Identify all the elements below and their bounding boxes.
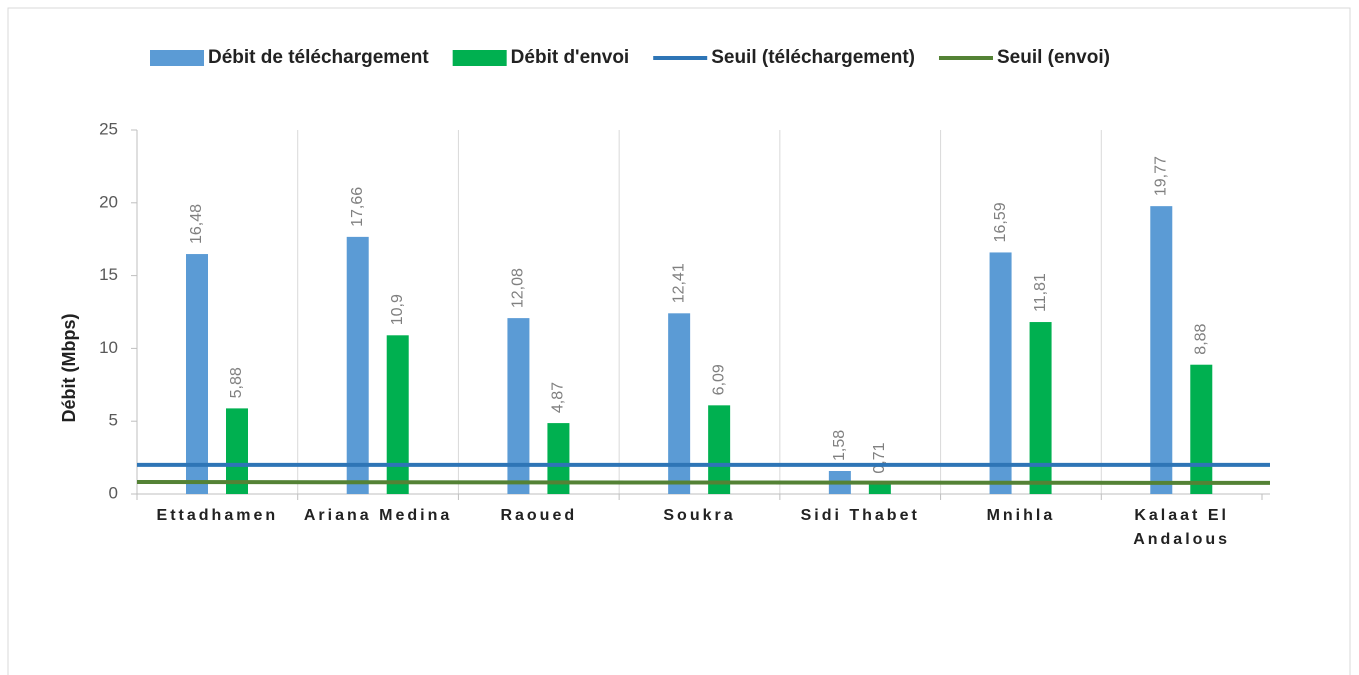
bar [507,318,530,494]
bar [226,408,248,494]
bar [346,236,369,494]
y-tick-label: 0 [109,483,118,502]
bar [386,335,409,494]
bar [1029,322,1052,494]
bar [1190,364,1213,494]
data-label: 1,58 [831,430,848,461]
data-label: 8,88 [1193,323,1210,354]
x-tick-label: Sidi Thabet [800,507,920,524]
data-label: 16,59 [992,202,1009,242]
bar [668,313,691,494]
data-label: 4,87 [550,382,567,413]
x-tick-label: Mnihla [986,507,1056,524]
bar [708,405,731,494]
x-tick-label: Ettadhamen [156,507,279,524]
legend-label: Débit d'envoi [511,47,630,68]
data-label: 11,81 [1032,273,1049,312]
legend-label: Seuil (envoi) [997,47,1110,68]
legend-label: Débit de téléchargement [208,47,429,68]
x-tick-label: Kalaat El Andalous [1133,507,1231,548]
data-label: 12,08 [510,268,527,308]
bar [868,483,891,494]
data-label: 12,41 [670,263,687,303]
data-label: 16,48 [188,204,205,244]
legend-swatch [452,50,507,66]
y-tick-label: 5 [109,411,118,430]
y-tick-label: 25 [99,119,118,138]
data-label: 10,9 [389,294,406,325]
y-tick-label: 15 [99,265,118,284]
x-tick-label: Ariana Medina [303,507,453,524]
data-label: 17,66 [349,187,366,227]
data-label: 0,71 [871,442,888,473]
threshold-line [136,480,1271,485]
x-tick-label: Soukra [663,507,736,524]
bar [547,423,570,494]
bar [1150,206,1173,494]
legend-label: Seuil (téléchargement) [711,47,915,68]
data-label: 5,88 [228,367,245,398]
data-label: 19,77 [1153,156,1170,196]
x-tick-label: Raoued [500,507,578,524]
y-tick-label: 20 [99,192,118,211]
bar [989,252,1012,494]
bar [186,254,208,494]
data-label: 6,09 [710,364,727,395]
y-axis-label: Débit (Mbps) [59,314,79,423]
y-tick-label: 10 [99,338,118,357]
legend-swatch [150,50,204,66]
